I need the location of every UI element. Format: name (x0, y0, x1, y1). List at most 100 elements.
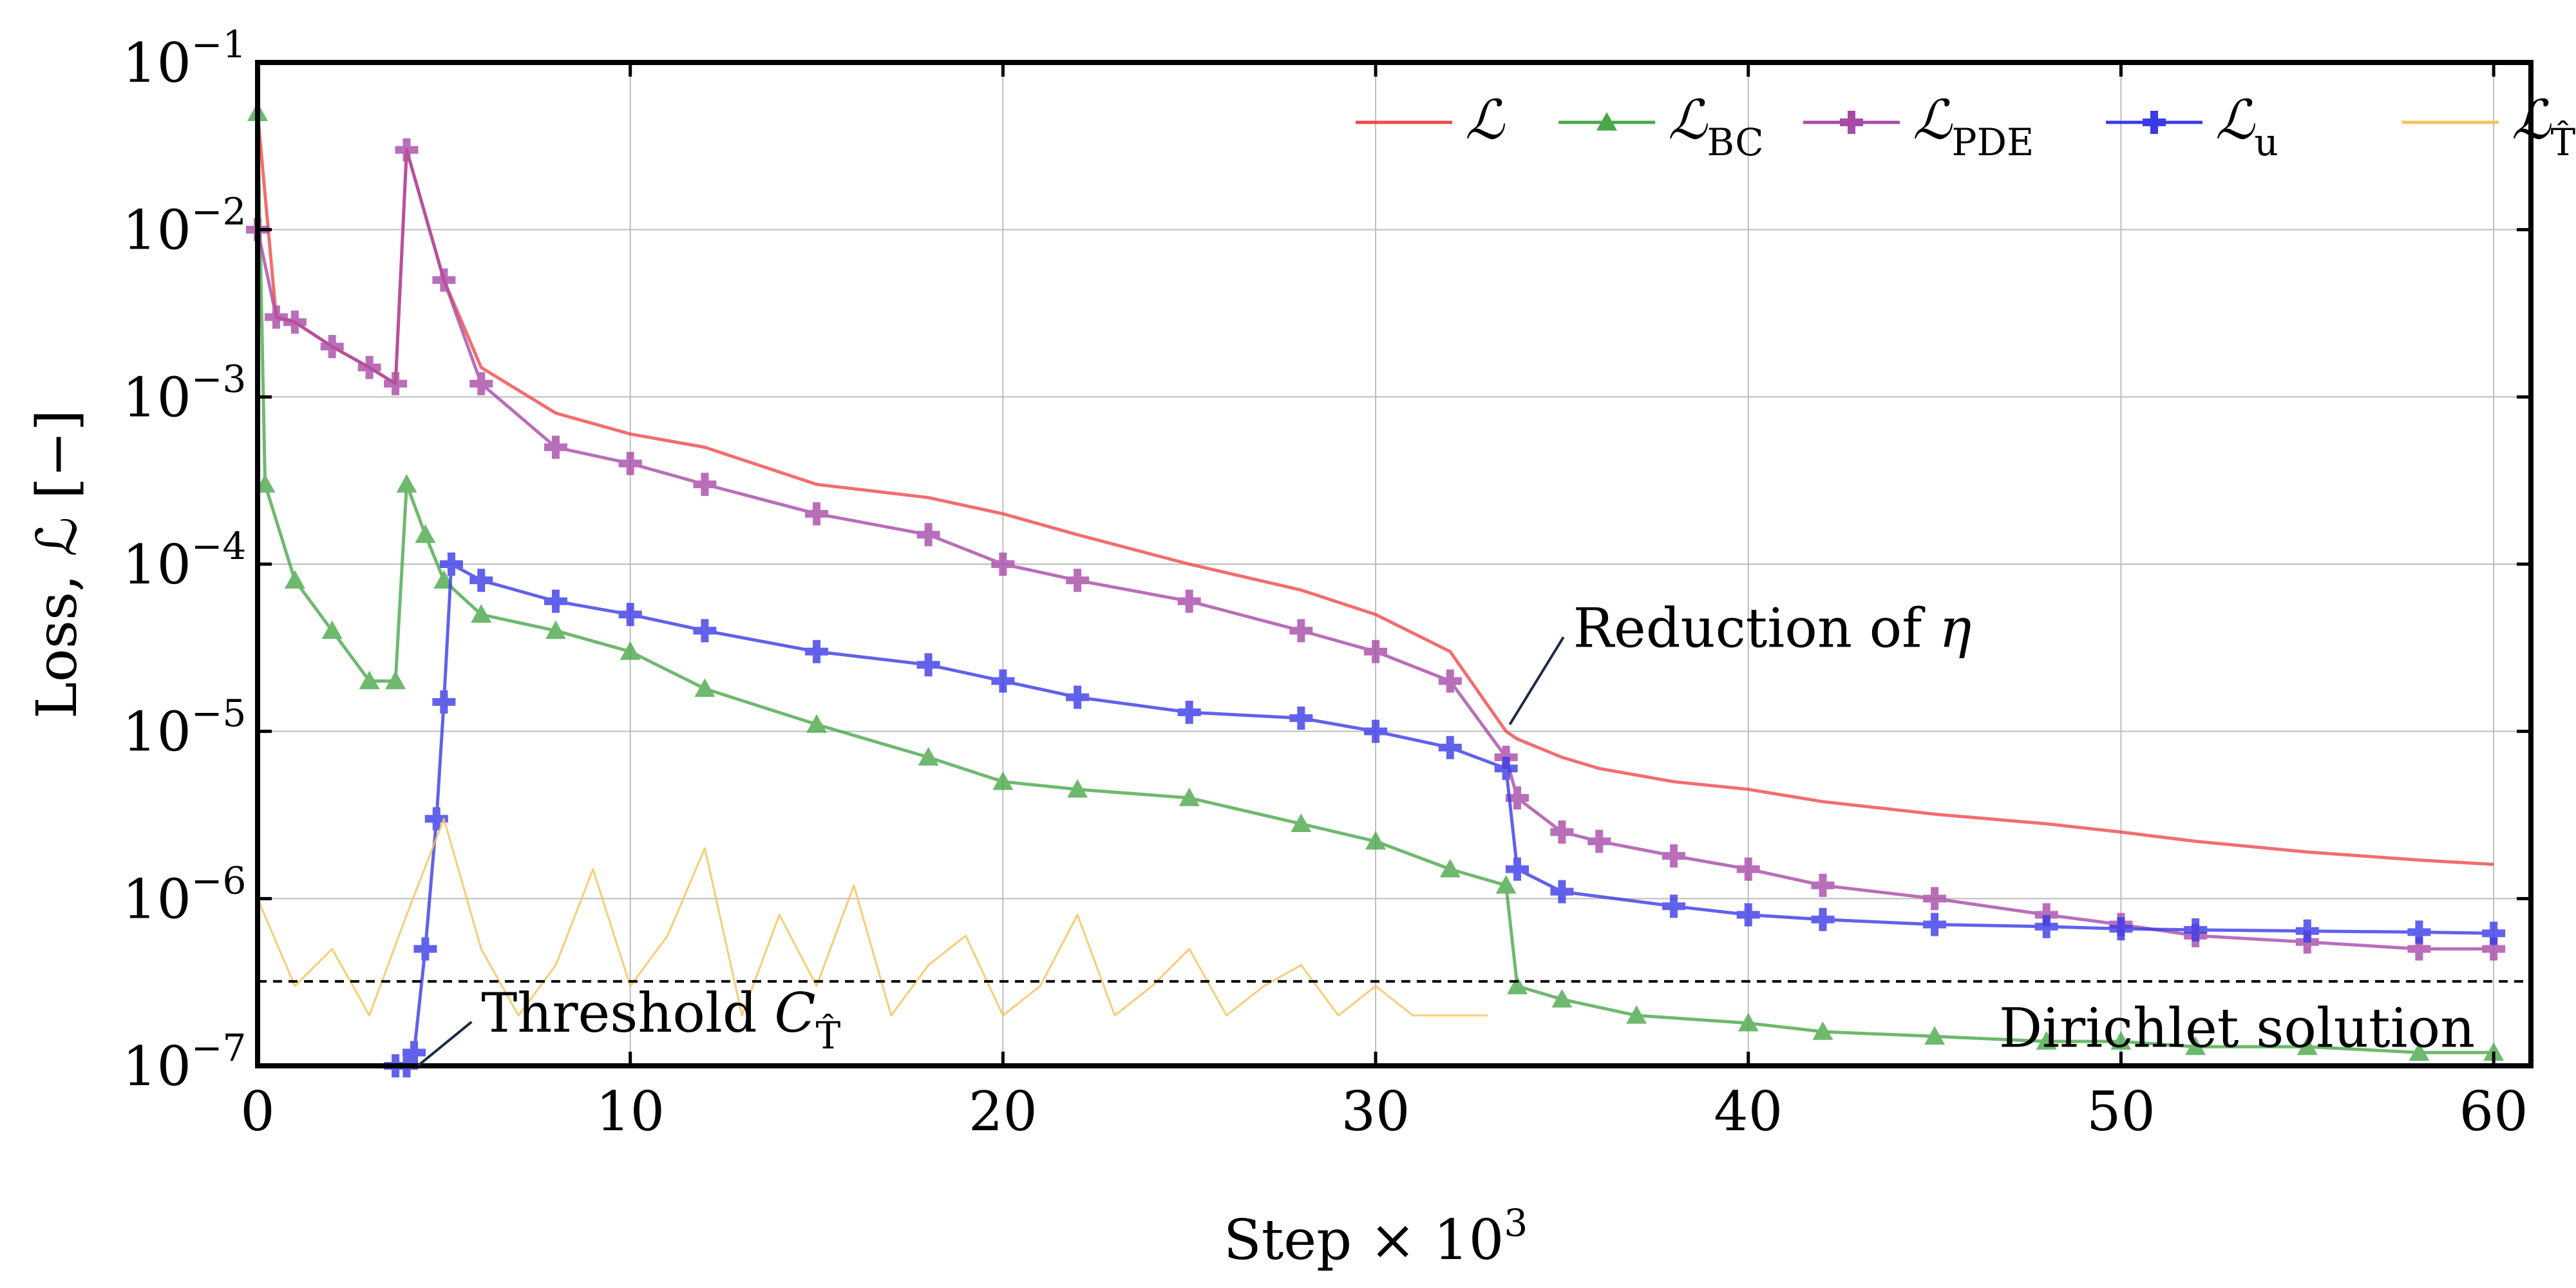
x-tick-label-2: 20 (969, 1080, 1037, 1143)
series-3-point-22 (1662, 895, 1686, 918)
series-1-point-2 (284, 570, 305, 589)
annotations: Reduction of η Threshold CT̂ Dirichlet sol… (417, 596, 2475, 1067)
series-3-point-27 (2109, 917, 2133, 941)
y-tick-label-exp-1: −2 (191, 190, 247, 234)
series-layer (246, 102, 2506, 1077)
annotation-math-1: C (774, 981, 815, 1045)
y-tick-label-exp-6: −7 (191, 1026, 247, 1070)
series-2-point-19 (1438, 669, 1462, 693)
annotation-1: Threshold CT̂ (417, 981, 841, 1067)
y-tick-label-exp-2: −3 (191, 357, 247, 401)
series-1-point-22 (1506, 976, 1528, 994)
series-4 (256, 817, 1488, 1017)
series-2-point-13 (916, 523, 940, 547)
series-2-point-1 (264, 305, 288, 329)
series-3-point-6 (439, 553, 463, 576)
annotation-leader-1 (417, 1021, 473, 1067)
series-3-point-8 (544, 589, 567, 613)
series-1-point-6 (396, 474, 417, 493)
series-2-point-4 (357, 355, 381, 379)
y-tick-label-base-0: 10 (122, 32, 191, 95)
series-1-point-15 (992, 771, 1014, 790)
x-tick-label-0: 0 (240, 1080, 274, 1143)
x-axis-label: Step × 103 (1224, 1201, 1528, 1273)
series-1-point-16 (1067, 779, 1088, 798)
series-2-point-6 (395, 138, 419, 162)
annotation-0: Reduction of η (1508, 596, 1971, 725)
series-line-1 (256, 113, 2494, 1054)
series-1-point-12 (694, 678, 715, 697)
series-3-point-13 (991, 669, 1015, 693)
series-3-point-15 (1177, 701, 1201, 724)
series-3-point-31 (2482, 922, 2506, 945)
series-3-point-10 (693, 619, 717, 643)
y-tick-labels: 10−110−210−310−410−510−610−7 (122, 23, 246, 1098)
series-1-point-4 (359, 670, 380, 690)
series-1-point-24 (1626, 1005, 1647, 1024)
series-3-point-11 (805, 639, 829, 663)
series-2-point-12 (805, 502, 829, 526)
series-2-point-9 (544, 435, 567, 459)
legend-item-3: ℒu (2106, 88, 2278, 164)
x-axis-label-main: Step × 10 (1224, 1208, 1504, 1273)
y-tick-label-1: 10−2 (122, 190, 246, 262)
series-2-point-15 (1066, 569, 1090, 592)
series-line-2 (256, 148, 2494, 951)
annotation-text-main-1: Threshold (481, 981, 774, 1045)
x-tick-label-1: 10 (596, 1080, 665, 1143)
legend-label-sub-4: T̂ (2551, 120, 2576, 164)
series-1-point-9 (471, 604, 492, 623)
legend-label-4: ℒT̂ (2512, 88, 2576, 164)
legend-swatch-marker-2 (1840, 111, 1863, 134)
series-3-point-9 (618, 603, 642, 627)
annotation-2: Dirichlet solution (1999, 996, 2475, 1059)
x-tick-label-5: 50 (2087, 1080, 2155, 1143)
series-3 (384, 553, 2506, 1077)
y-tick-label-base-1: 10 (122, 199, 191, 262)
y-tick-label-3: 10−4 (122, 524, 246, 596)
legend-label-main-2: ℒ (1913, 88, 1953, 151)
series-2-point-26 (1811, 873, 1835, 897)
series-2-point-21 (1505, 786, 1529, 810)
series-2-point-25 (1736, 857, 1760, 881)
series-3-point-17 (1364, 719, 1388, 743)
series-3-point-18 (1438, 735, 1462, 759)
series-2-point-5 (384, 372, 408, 395)
y-tick-label-base-5: 10 (122, 867, 191, 931)
series-3-point-3 (413, 937, 437, 961)
annotation-text-main-0: Reduction of (1573, 596, 1939, 659)
series-3-point-19 (1494, 757, 1518, 781)
y-tick-label-base-4: 10 (122, 701, 191, 764)
y-tick-label-exp-0: −1 (191, 23, 247, 66)
legend-item-4: ℒT̂ (2402, 88, 2576, 164)
series-3-point-12 (916, 653, 940, 677)
series-line-3 (395, 562, 2494, 1068)
series-1-point-28 (2036, 1031, 2057, 1050)
series-1-point-29 (2110, 1031, 2132, 1050)
series-1-point-18 (1291, 813, 1312, 833)
series-3-point-30 (2407, 920, 2431, 944)
series-1-point-17 (1179, 787, 1200, 806)
series-1-point-30 (2185, 1036, 2206, 1056)
legend-label-sub-3: u (2255, 120, 2278, 164)
series-line-4 (256, 817, 1488, 1017)
series-1 (247, 102, 2505, 1061)
series-1-point-23 (1551, 989, 1573, 1008)
series-1-point-20 (1439, 858, 1461, 878)
series-2-point-24 (1662, 844, 1686, 868)
series-2-point-14 (991, 553, 1015, 576)
series-2-point-16 (1177, 589, 1201, 613)
series-2-point-11 (693, 473, 717, 497)
legend-label-2: ℒPDE (1913, 88, 2034, 164)
series-1-point-3 (321, 620, 343, 639)
legend-label-main-0: ℒ (1465, 88, 1505, 151)
annotation-math-sub-1: T̂ (816, 1013, 841, 1057)
series-1-point-21 (1495, 875, 1517, 894)
series-1-point-11 (620, 641, 641, 660)
y-tick-label-6: 10−7 (122, 1026, 246, 1098)
series-1-point-32 (2409, 1042, 2430, 1061)
legend-item-2: ℒPDE (1803, 88, 2034, 164)
legend-item-1: ℒBC (1558, 88, 1764, 164)
